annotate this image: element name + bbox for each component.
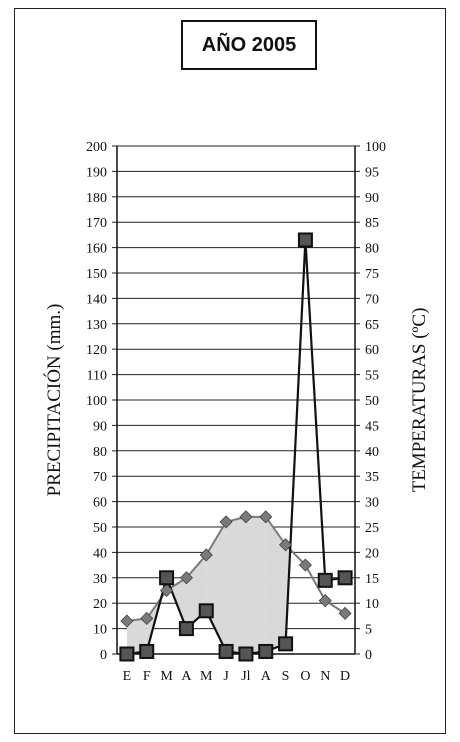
left-tick-label: 70 bbox=[93, 470, 107, 485]
right-tick-label: 95 bbox=[365, 165, 379, 180]
right-tick-label: 10 bbox=[365, 597, 379, 612]
precipitation-point bbox=[317, 572, 333, 588]
right-tick-label: 5 bbox=[365, 623, 372, 638]
left-tick-label: 100 bbox=[86, 394, 107, 409]
left-tick-label: 40 bbox=[93, 546, 107, 561]
precipitation-point bbox=[119, 646, 135, 662]
precipitation-point bbox=[139, 643, 155, 659]
axes bbox=[112, 145, 360, 655]
precipitation-point bbox=[337, 570, 353, 586]
right-tick-label: 55 bbox=[365, 369, 379, 384]
temperature-point bbox=[239, 510, 253, 524]
temperature-point bbox=[318, 594, 332, 608]
precipitation-point bbox=[278, 636, 294, 652]
month-label: A bbox=[181, 669, 192, 684]
right-tick-labels: 0 5 10 15 20 25 30 35 40 45 50 55 60 65 70 75 80 85 90 95 10… bbox=[365, 140, 386, 663]
precipitation-point bbox=[258, 643, 274, 659]
left-tick-labels: 0 10 20 30 40 50 60 70 80 90 100 110 120 130 140 150 160… bbox=[86, 140, 107, 663]
grid-lines bbox=[117, 145, 355, 655]
temperature-point bbox=[279, 538, 293, 552]
precipitation-point bbox=[178, 621, 194, 637]
temperature-point bbox=[298, 558, 312, 572]
dry-area-segment bbox=[226, 516, 246, 654]
dry-area-segment bbox=[265, 516, 286, 652]
right-tick-label: 50 bbox=[365, 394, 379, 409]
right-tick-label: 15 bbox=[365, 572, 379, 587]
month-label: J bbox=[223, 669, 229, 684]
left-tick-label: 190 bbox=[86, 165, 107, 180]
left-tick-label: 80 bbox=[93, 445, 107, 460]
dry-area-segment bbox=[245, 516, 266, 654]
temperature-point bbox=[179, 571, 193, 585]
right-tick-label: 100 bbox=[365, 140, 386, 155]
left-tick-label: 90 bbox=[93, 419, 107, 434]
series-markers bbox=[119, 232, 353, 662]
left-tick-label: 200 bbox=[86, 140, 107, 155]
left-tick-label: 50 bbox=[93, 521, 107, 536]
left-tick-label: 0 bbox=[100, 648, 107, 663]
temperature-point bbox=[120, 614, 134, 628]
month-label: M bbox=[160, 669, 173, 684]
right-tick-label: 70 bbox=[365, 292, 379, 307]
right-tick-label: 45 bbox=[365, 419, 379, 434]
precipitation-point bbox=[159, 570, 175, 586]
right-tick-label: 85 bbox=[365, 216, 379, 231]
right-tick-label: 75 bbox=[365, 267, 379, 282]
month-label: M bbox=[200, 669, 213, 684]
y-axis-right-label: TEMPERATURAS (ºC) bbox=[409, 308, 430, 493]
temperature-point bbox=[259, 510, 273, 524]
right-tick-label: 35 bbox=[365, 470, 379, 485]
right-tick-label: 25 bbox=[365, 521, 379, 536]
temperature-point bbox=[160, 583, 174, 598]
right-tick-label: 90 bbox=[365, 191, 379, 206]
right-tick-label: 80 bbox=[365, 242, 379, 257]
left-tick-label: 10 bbox=[93, 623, 107, 638]
temperature-point bbox=[219, 515, 233, 529]
month-label: Jl bbox=[241, 669, 250, 684]
left-tick-label: 130 bbox=[86, 318, 107, 333]
month-label: O bbox=[300, 669, 310, 684]
precipitation-point bbox=[238, 646, 254, 662]
left-tick-label: 180 bbox=[86, 191, 107, 206]
y-axis-left-label: PRECIPITACIÓN (mm.) bbox=[43, 304, 65, 497]
month-label: N bbox=[320, 669, 330, 684]
temperature-line bbox=[126, 515, 346, 622]
left-tick-label: 160 bbox=[86, 242, 107, 257]
precipitation-point bbox=[218, 643, 234, 659]
right-tick-label: 60 bbox=[365, 343, 379, 358]
chart-title: AÑO 2005 bbox=[181, 20, 317, 70]
month-labels: E F M A M J Jl A S O N D bbox=[123, 669, 351, 684]
right-tick-label: 0 bbox=[365, 648, 372, 663]
month-label: A bbox=[261, 669, 272, 684]
temperature-point bbox=[199, 548, 213, 562]
month-label: F bbox=[143, 669, 151, 684]
temperature-point bbox=[140, 611, 154, 626]
right-tick-label: 30 bbox=[365, 496, 379, 511]
precipitation-point bbox=[198, 603, 214, 619]
left-tick-label: 170 bbox=[86, 216, 107, 231]
precipitation-point bbox=[297, 232, 313, 248]
left-tick-label: 120 bbox=[86, 343, 107, 358]
left-tick-label: 30 bbox=[93, 572, 107, 587]
left-tick-label: 110 bbox=[87, 369, 107, 384]
left-tick-label: 150 bbox=[86, 267, 107, 282]
right-tick-label: 20 bbox=[365, 546, 379, 561]
left-tick-label: 20 bbox=[93, 597, 107, 612]
left-tick-label: 140 bbox=[86, 292, 107, 307]
right-tick-label: 65 bbox=[365, 318, 379, 333]
right-tick-label: 40 bbox=[365, 445, 379, 460]
month-label: S bbox=[282, 669, 290, 684]
left-tick-label: 60 bbox=[93, 496, 107, 511]
temperature-point bbox=[338, 606, 352, 620]
month-label: E bbox=[123, 669, 132, 684]
month-label: D bbox=[340, 669, 350, 684]
